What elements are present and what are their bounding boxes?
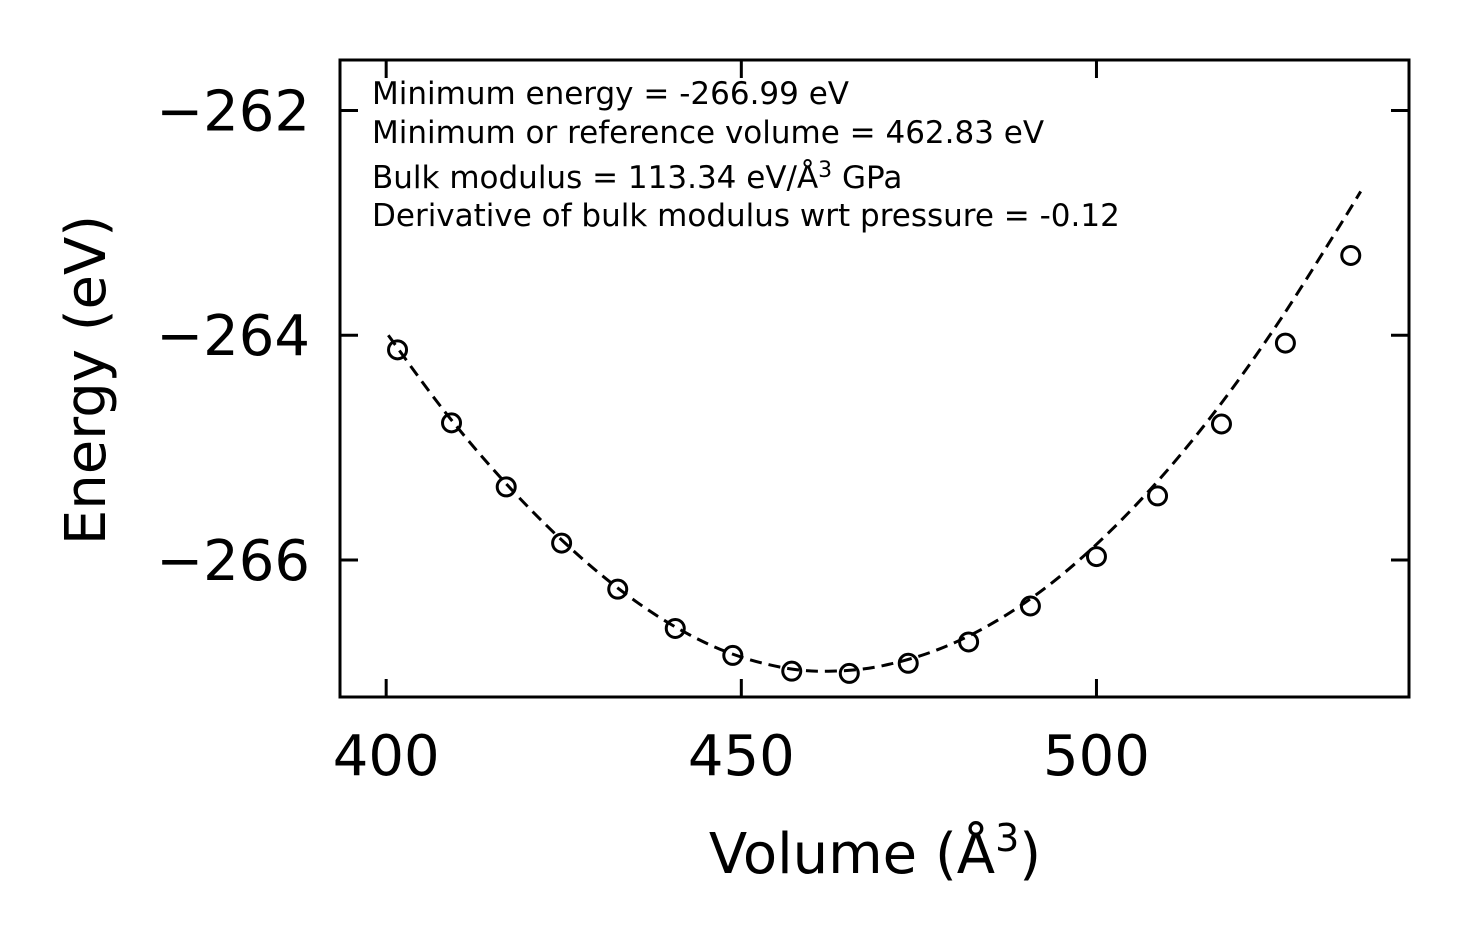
y-tick-labels: −262 −264 −266: [156, 80, 310, 594]
x-axis-title-tail: ): [1019, 822, 1041, 887]
data-point: [958, 631, 980, 653]
data-point: [607, 578, 629, 600]
annotation-bulk-modulus: Bulk modulus = 113.34 eV/Å3 GPa: [372, 158, 902, 196]
data-point: [838, 662, 860, 684]
x-axis-title: Volume (Å3): [709, 816, 1041, 887]
x-tick-labels: 400 450 500: [333, 724, 1150, 789]
data-point: [781, 660, 803, 682]
data-point: [1019, 595, 1041, 617]
x-tick-label: 400: [333, 724, 440, 789]
data-point: [441, 412, 463, 434]
data-points: [387, 244, 1362, 684]
bulk-modulus-unit: GPa: [832, 160, 902, 196]
bulk-modulus-superscript: 3: [818, 158, 832, 183]
y-tick-label: −262: [156, 80, 310, 145]
annotation-derivative: Derivative of bulk modulus wrt pressure …: [372, 198, 1120, 234]
data-point: [1340, 244, 1362, 266]
data-point: [1274, 332, 1296, 354]
data-point: [495, 476, 517, 498]
data-point: [551, 532, 573, 554]
x-tick-label: 500: [1043, 724, 1150, 789]
annotation-min-volume: Minimum or reference volume = 462.83 eV: [372, 115, 1044, 151]
y-axis-title: Energy (eV): [54, 215, 119, 545]
bulk-modulus-main: Bulk modulus = 113.34 eV/Å: [372, 160, 818, 196]
data-point: [1147, 485, 1169, 507]
data-point: [1085, 546, 1107, 568]
x-axis-title-superscript: 3: [995, 816, 1019, 860]
axes-frame: [338, 58, 1411, 699]
fit-curve-line: [387, 190, 1362, 673]
x-axis-title-main: Volume (Å: [709, 821, 995, 887]
tick-marks: [340, 60, 1409, 697]
annotation-min-energy: Minimum energy = -266.99 eV: [372, 76, 849, 112]
data-point: [722, 644, 744, 666]
y-tick-label: −266: [156, 529, 310, 594]
data-point: [664, 617, 686, 639]
data-point: [1210, 413, 1232, 435]
y-tick-label: −264: [156, 304, 310, 369]
data-point: [387, 339, 409, 361]
x-tick-label: 450: [688, 724, 795, 789]
data-point: [897, 652, 919, 674]
